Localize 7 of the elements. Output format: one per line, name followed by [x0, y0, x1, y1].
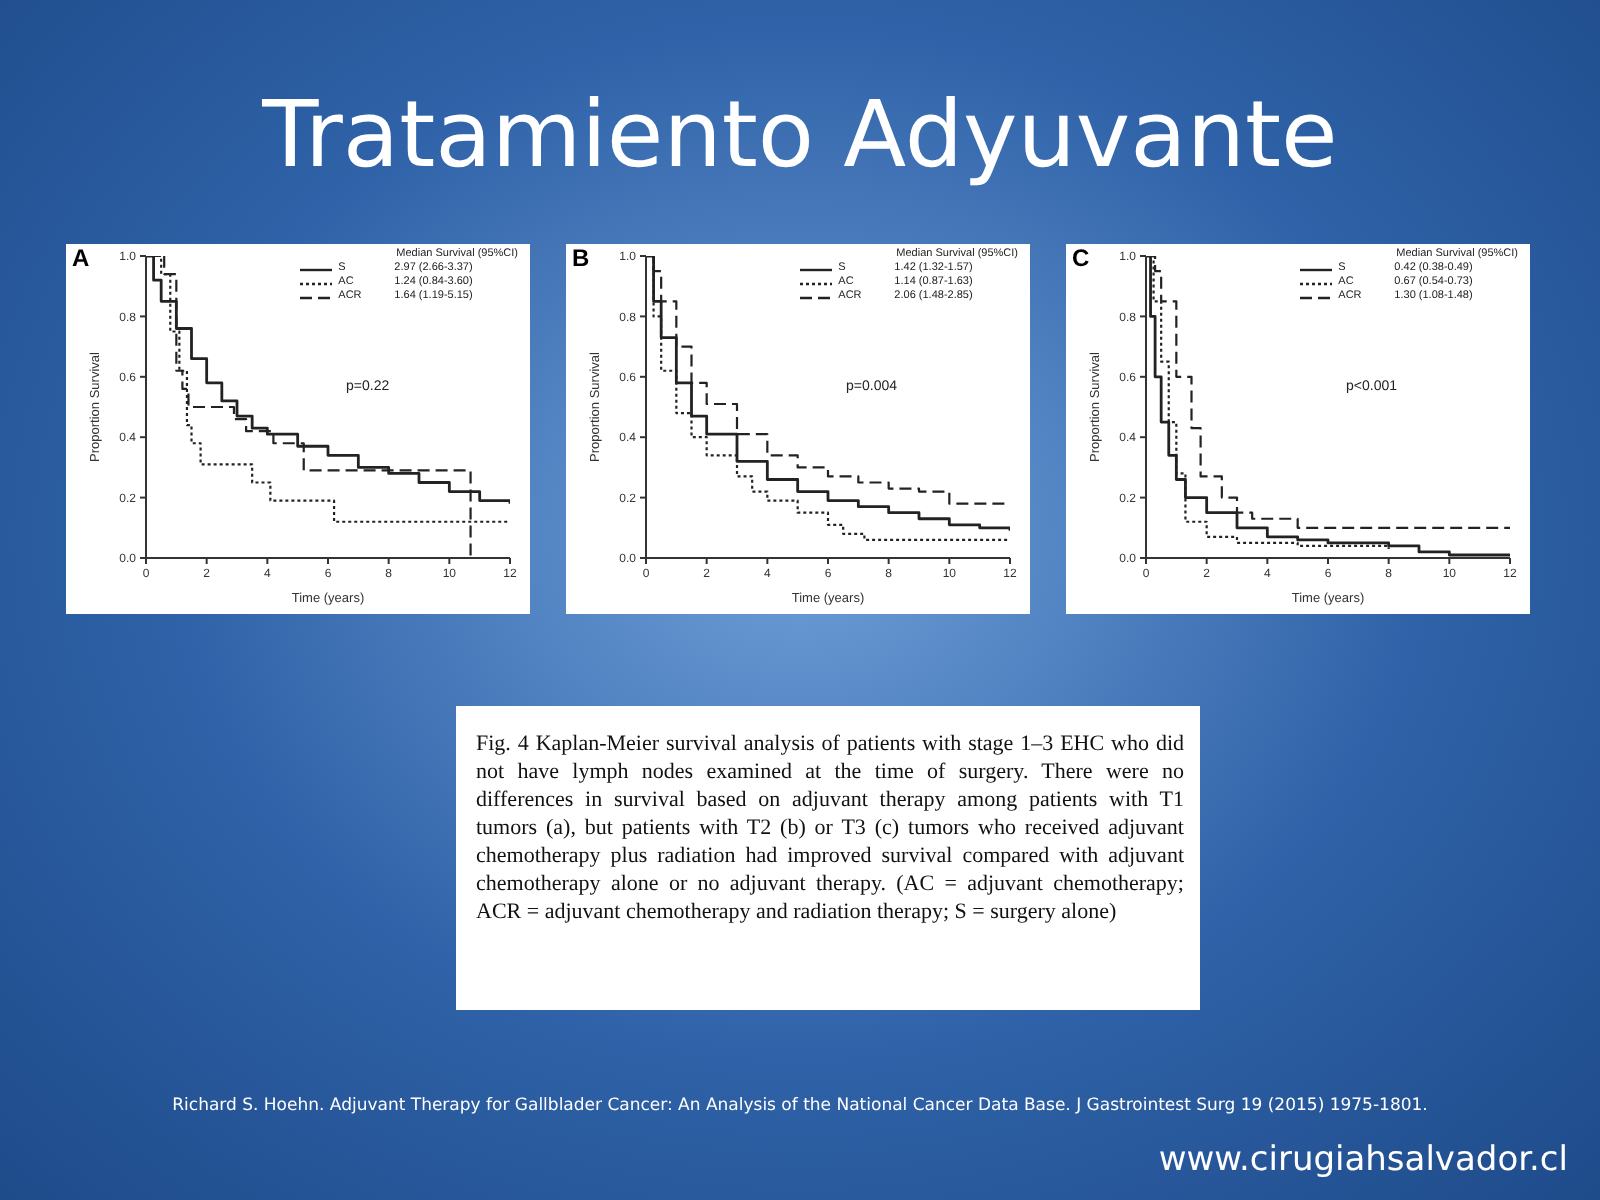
text: Tratamiento Adyuvante — [260, 80, 1340, 188]
chart-title: A — [72, 244, 90, 272]
text: Richard S. Hoehn. Adjuvant Therapy for Gallblader Cancer: An Analysis of the National Cancer Data Base. J Gastrointest Surg 19 (2015) 1975-1801. — [170, 1096, 1430, 1116]
chart-title: B — [572, 244, 590, 272]
text: www.cirugiahsalvador.cl — [1158, 1140, 1568, 1180]
caption: Fig. 4 Kaplan-Meier survival analysis of patients with stage 1–3 EHC who did not have lymph nodes examined at the time of surgery. There were no differences in survival based on adjuvant therapy among patients with T1 tumors (a), but patients with T2 (b) or T3 (c) tumors who received adjuvant chemotherapy plus radiation had improved survival compared with adjuvant chemotherapy alone or no adjuvant therapy. (AC = adjuvant chemotherapy; ACR = adjuvant chemotherapy and radiation therapy; S = surgery alone) — [456, 706, 1200, 1010]
chart-title: C — [1072, 244, 1090, 272]
